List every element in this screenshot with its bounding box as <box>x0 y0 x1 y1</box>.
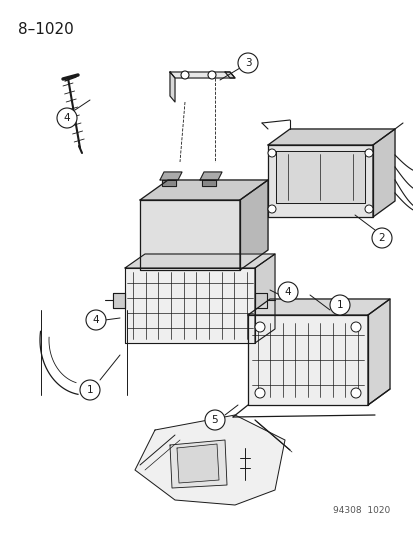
Polygon shape <box>247 299 389 315</box>
Polygon shape <box>254 254 274 343</box>
Polygon shape <box>199 172 221 180</box>
Circle shape <box>57 108 77 128</box>
Text: 4: 4 <box>64 113 70 123</box>
Polygon shape <box>247 315 367 405</box>
Circle shape <box>254 388 264 398</box>
Polygon shape <box>177 444 218 483</box>
Polygon shape <box>113 293 125 308</box>
Polygon shape <box>170 440 226 488</box>
Text: 8–1020: 8–1020 <box>18 22 74 37</box>
Circle shape <box>371 228 391 248</box>
Text: 4: 4 <box>284 287 291 297</box>
Polygon shape <box>170 72 175 102</box>
Circle shape <box>267 205 275 213</box>
Text: 5: 5 <box>211 415 218 425</box>
Text: 1: 1 <box>86 385 93 395</box>
Polygon shape <box>240 180 267 270</box>
Circle shape <box>180 71 189 79</box>
Circle shape <box>267 149 275 157</box>
Circle shape <box>86 310 106 330</box>
Polygon shape <box>125 268 254 343</box>
Circle shape <box>204 410 224 430</box>
Polygon shape <box>140 200 240 270</box>
Text: 4: 4 <box>93 315 99 325</box>
Polygon shape <box>275 151 364 203</box>
Polygon shape <box>267 129 394 145</box>
Circle shape <box>254 322 264 332</box>
Polygon shape <box>202 180 216 186</box>
Circle shape <box>350 322 360 332</box>
Polygon shape <box>224 72 235 78</box>
Polygon shape <box>161 180 176 186</box>
Circle shape <box>329 295 349 315</box>
Polygon shape <box>140 180 267 200</box>
Circle shape <box>237 53 257 73</box>
Polygon shape <box>170 72 235 78</box>
Polygon shape <box>267 145 372 217</box>
Polygon shape <box>159 172 182 180</box>
Text: 94308  1020: 94308 1020 <box>332 506 389 515</box>
Polygon shape <box>367 299 389 405</box>
Polygon shape <box>254 293 266 308</box>
Circle shape <box>80 380 100 400</box>
Text: 2: 2 <box>378 233 385 243</box>
Polygon shape <box>135 415 284 505</box>
Circle shape <box>207 71 216 79</box>
Polygon shape <box>125 254 274 268</box>
Text: 3: 3 <box>244 58 251 68</box>
Circle shape <box>364 205 372 213</box>
Text: 1: 1 <box>336 300 342 310</box>
Circle shape <box>277 282 297 302</box>
Polygon shape <box>372 129 394 217</box>
Circle shape <box>364 149 372 157</box>
Circle shape <box>350 388 360 398</box>
